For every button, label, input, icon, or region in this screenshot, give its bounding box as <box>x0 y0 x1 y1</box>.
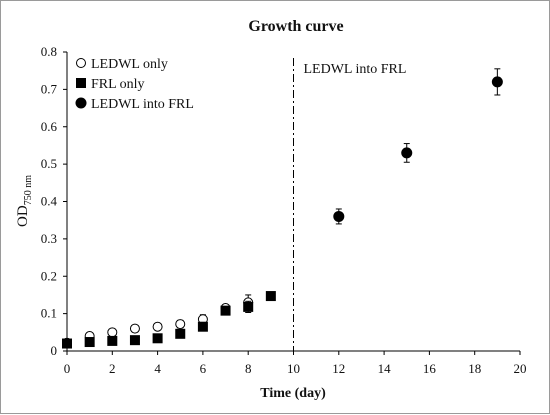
data-marks <box>62 68 503 349</box>
x-axis-label: Time (day) <box>260 386 326 401</box>
legend: LEDWL only FRL only LEDWL into FRL <box>75 57 194 112</box>
x-tick-label: 14 <box>378 361 392 376</box>
y-axis-label-subscript: 750 nm <box>23 175 34 206</box>
data-point <box>175 319 186 330</box>
y-tick-label: 0.8 <box>41 44 57 59</box>
data-point <box>152 333 163 344</box>
x-tick-label: 16 <box>423 361 437 376</box>
x-tick-label: 20 <box>514 361 527 376</box>
data-point <box>129 335 140 346</box>
y-tick-label: 0.4 <box>41 194 58 209</box>
axes <box>63 51 521 355</box>
legend-label: LEDWL into FRL <box>91 97 194 112</box>
data-point <box>175 328 186 339</box>
legend-label: LEDWL only <box>91 57 168 72</box>
data-point <box>152 321 163 332</box>
data-point <box>129 323 140 334</box>
y-tick-label: 0.2 <box>41 268 57 283</box>
data-point <box>401 147 413 159</box>
event-line-label: LEDWL into FRL <box>304 62 407 77</box>
y-tick-label: 0.3 <box>41 231 57 246</box>
x-tick-label: 10 <box>287 361 300 376</box>
y-tick-label: 0.5 <box>41 156 57 171</box>
y-tick-label: 0.6 <box>41 119 58 134</box>
y-tick-label: 0 <box>51 343 58 358</box>
x-tick-label: 2 <box>109 361 116 376</box>
x-tick-label: 8 <box>245 361 252 376</box>
legend-label: FRL only <box>91 77 145 92</box>
data-point <box>197 321 208 332</box>
x-tick-label: 12 <box>332 361 345 376</box>
x-tick-label: 6 <box>200 361 207 376</box>
event-line-group: LEDWL into FRL <box>293 58 407 351</box>
y-tick-label: 0.7 <box>41 81 58 96</box>
y-tick-label: 0.1 <box>41 306 57 321</box>
series-filled-circle <box>333 68 503 225</box>
legend-marker <box>75 97 87 109</box>
data-point <box>107 335 118 346</box>
data-point <box>491 76 503 88</box>
data-point <box>220 305 231 316</box>
data-point <box>243 301 254 312</box>
series-filled-square <box>62 291 276 349</box>
tick-labels: 0 0.1 0.2 0.3 0.4 0.5 0.6 0.7 0.8 0 2 4 6 8 10 12 14 16 18… <box>41 44 527 376</box>
data-point <box>62 338 72 349</box>
legend-marker <box>76 78 86 88</box>
legend-marker <box>76 58 86 68</box>
y-axis-label-main: OD <box>15 205 31 227</box>
y-axis-label: OD750 nm <box>15 175 34 227</box>
y-axis-label-group: OD750 nm <box>15 175 34 227</box>
data-point <box>84 337 95 348</box>
data-point <box>107 327 118 338</box>
x-tick-label: 0 <box>64 361 71 376</box>
x-tick-label: 18 <box>468 361 481 376</box>
chart-title: Growth curve <box>248 18 343 35</box>
data-point <box>333 210 345 222</box>
x-tick-label: 4 <box>154 361 161 376</box>
data-point <box>265 291 276 302</box>
